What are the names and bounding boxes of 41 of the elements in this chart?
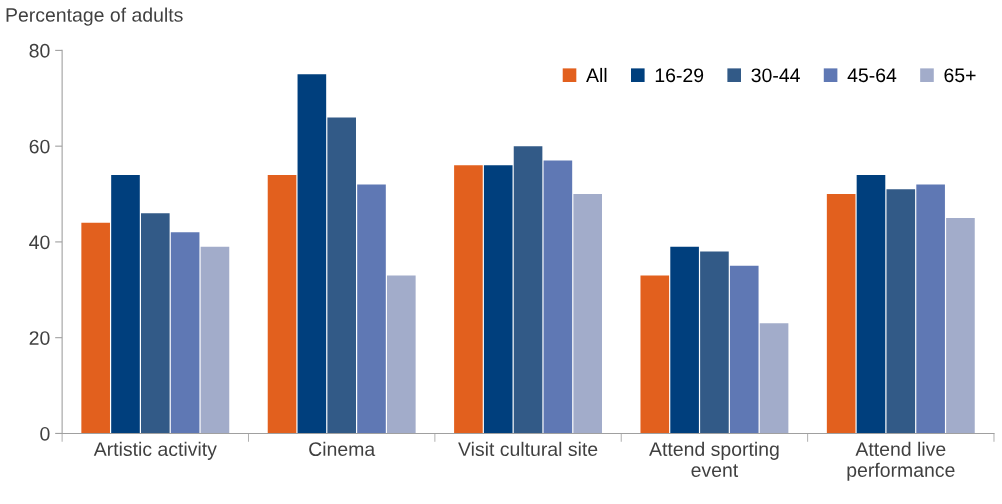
- bar: [170, 232, 200, 434]
- bar: [573, 194, 603, 434]
- bar: [454, 165, 483, 434]
- bar: [483, 165, 513, 434]
- bar: [81, 222, 110, 434]
- bar: [729, 265, 759, 434]
- bar: [886, 189, 916, 434]
- bar: [759, 323, 789, 434]
- bar: [141, 213, 170, 434]
- bar: [200, 246, 230, 434]
- bar: [513, 146, 543, 434]
- x-tick-label: Visit cultural site: [458, 441, 598, 457]
- bar: [543, 160, 573, 434]
- legend-label: 65+: [944, 68, 976, 83]
- y-tick-label: 80: [29, 43, 50, 58]
- x-tick-label: Artistic activity: [93, 441, 217, 460]
- y-tick-label: 40: [29, 235, 50, 250]
- y-tick-label: 60: [29, 139, 50, 154]
- y-tick-label: 0: [40, 426, 50, 441]
- bar: [357, 184, 386, 434]
- bar: [916, 184, 945, 434]
- bar: [640, 275, 670, 434]
- bar: [111, 174, 140, 434]
- bar: [700, 251, 729, 434]
- legend-label: 30-44: [751, 68, 800, 83]
- bar: [856, 174, 886, 434]
- bar: [267, 174, 297, 434]
- bar: [946, 217, 975, 434]
- x-tick-label: Attend sporting event: [649, 441, 779, 477]
- legend-label: 16-29: [655, 68, 704, 83]
- bar: [327, 117, 356, 434]
- bar: [387, 275, 416, 434]
- bar: [826, 194, 856, 434]
- x-tick-label: Attend live performance: [847, 441, 955, 481]
- y-tick-label: 20: [29, 331, 50, 345]
- bar: [670, 246, 699, 434]
- legend-label: 45-64: [847, 68, 897, 83]
- legend-label: All: [586, 67, 607, 82]
- y-axis-title: Percentage of adults: [6, 7, 183, 26]
- x-tick-label: Cinema: [309, 441, 376, 457]
- bar: [297, 74, 327, 434]
